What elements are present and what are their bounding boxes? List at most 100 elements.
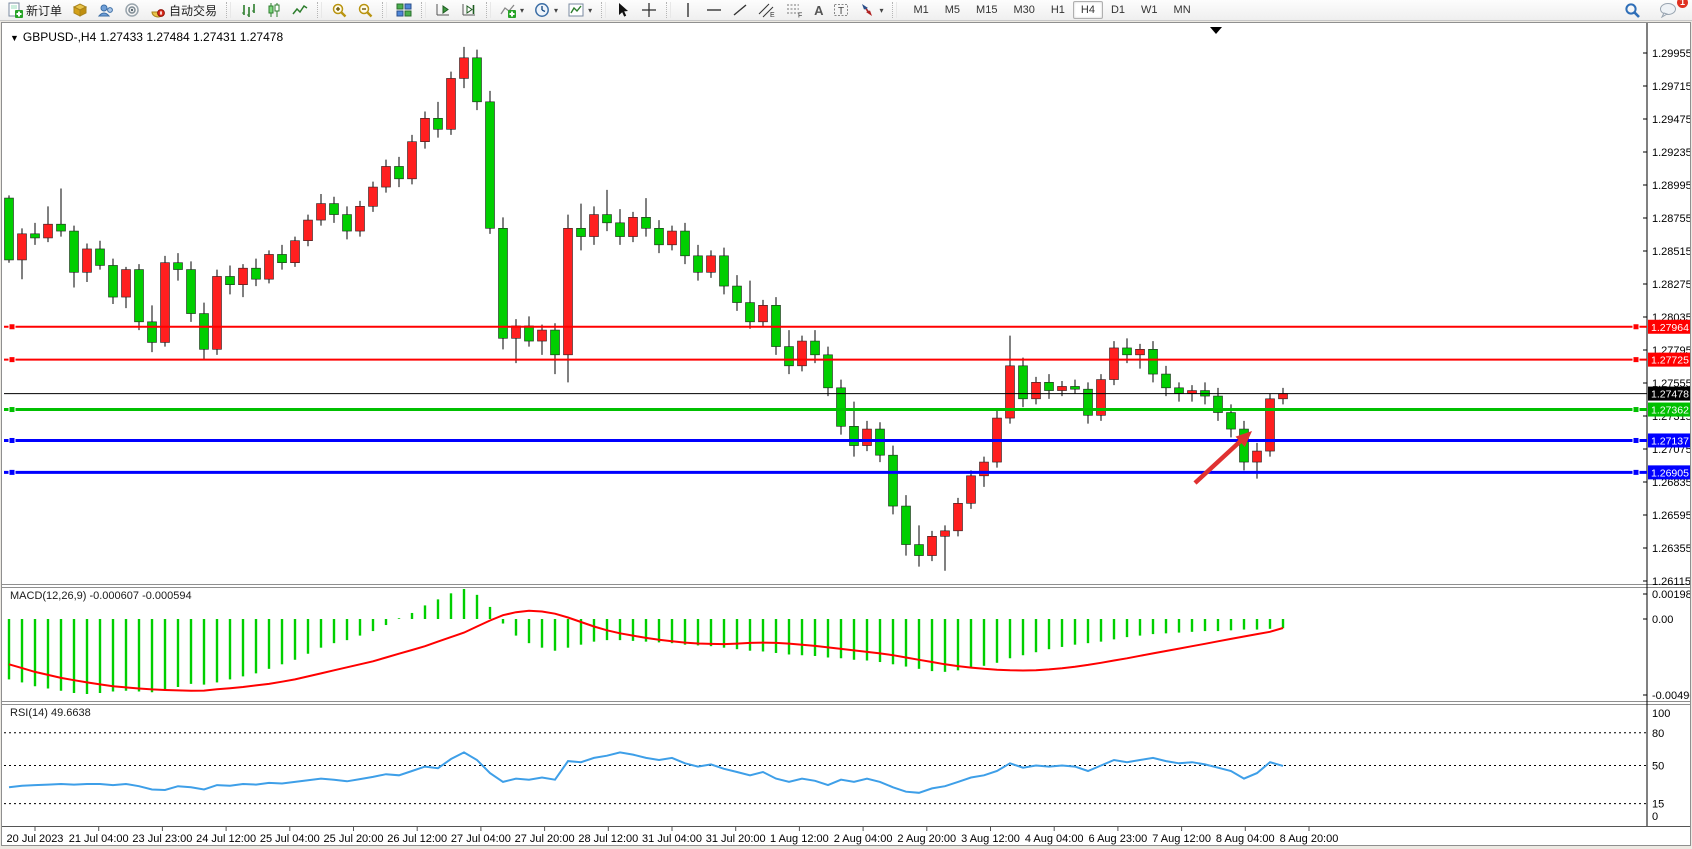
chart-shift-icon [461,2,477,18]
navigator-button[interactable] [93,1,119,20]
autotrading-button[interactable]: 自动交易 [145,1,222,20]
candle-bullish [290,240,300,263]
timeframe-m15-button[interactable]: M15 [968,1,1005,19]
trend-arrow-annotation[interactable] [1193,434,1248,485]
candle-bearish [472,57,482,103]
line-chart-button[interactable] [287,1,313,20]
chart-shift-button[interactable] [456,1,482,20]
fibonacci-button[interactable]: F [781,1,809,20]
candle-bullish [407,141,417,180]
timeframe-m30-button[interactable]: M30 [1005,1,1042,19]
candle-bullish [667,230,677,246]
candle-bearish [1122,347,1132,356]
text-label-button[interactable]: T [828,1,854,20]
candle-bullish [17,233,27,261]
price-badge [1648,433,1690,448]
indicators-button[interactable]: ▾ [495,1,529,20]
candle-bearish [615,222,625,237]
auto-scroll-button[interactable] [430,1,456,20]
chat-button[interactable]: 1 [1654,0,1688,20]
time-tick-label: 6 Aug 23:00 [1089,833,1148,845]
search-button[interactable] [1619,1,1646,20]
line-handle[interactable] [1632,323,1640,331]
arrows-button[interactable]: ▾ [854,1,888,20]
price-tick-label: 1.29475 [1652,114,1690,126]
price-badge-label: 1.27964 [1651,322,1689,334]
price-tick-label: 1.26835 [1652,477,1690,489]
zoom-out-button[interactable] [352,1,378,20]
chat-icon [1659,2,1677,18]
candle-bearish [1161,373,1171,389]
zoom-in-button[interactable] [326,1,352,20]
candle-bearish [888,454,898,507]
candle-bearish [1070,386,1080,390]
chart-shift-marker[interactable] [1210,27,1222,34]
line-handle[interactable] [1632,468,1640,476]
time-tick-label: 31 Jul 04:00 [642,833,702,845]
crosshair-icon [641,2,657,18]
collapse-quote-icon[interactable]: ▼ [10,33,19,43]
new-order-icon [7,2,23,18]
line-handle[interactable] [1632,436,1640,444]
candle-bearish [69,230,79,273]
text-button[interactable]: A [809,1,828,20]
timeframe-m5-button[interactable]: M5 [937,1,968,19]
time-tick-label: 27 Jul 04:00 [451,833,511,845]
market-watch-button[interactable] [67,1,93,20]
line-handle[interactable] [1632,406,1640,414]
candle-bearish [1083,388,1093,416]
timeframe-h4-button[interactable]: H4 [1072,1,1103,19]
line-handle[interactable] [8,356,16,364]
candle-bullish [264,254,274,280]
candle-bearish [186,269,196,314]
rsi-axis-label: 80 [1652,728,1664,740]
bar-chart-icon [240,2,256,18]
line-handle[interactable] [8,468,16,476]
price-tick-label: 1.28995 [1652,180,1690,192]
candle-bullish [979,461,989,477]
bar-chart-button[interactable] [235,1,261,20]
price-tick-label: 1.26355 [1652,543,1690,555]
toolbar-separator [892,2,898,18]
crosshair-button[interactable] [636,1,662,20]
toolbar-separator [486,2,492,18]
new-order-button[interactable]: 新订单 [2,1,67,20]
line-handle[interactable] [8,406,16,414]
candle-bullish [940,530,950,537]
horizontal-line-button[interactable] [701,1,727,20]
candle-bearish [251,267,261,280]
price-chart-canvas[interactable]: 1.29955 1.29715 1.29475 1.29235 1.28995 1.287… [2,23,1690,845]
trendline-button[interactable] [727,1,753,20]
equidistant-channel-button[interactable]: E [753,1,781,20]
timeframe-h1-button[interactable]: H1 [1043,1,1073,19]
cursor-button[interactable] [610,1,636,20]
line-handle[interactable] [8,323,16,331]
rsi-axis-label: 0 [1652,811,1658,823]
time-tick-label: 2 Aug 20:00 [897,833,956,845]
candle-bearish [277,254,287,263]
candle-bearish [810,340,820,356]
timeframe-d1-button[interactable]: D1 [1103,1,1133,19]
trend-arrow-head [1235,431,1252,447]
tile-windows-button[interactable] [391,1,417,20]
line-handle[interactable] [8,436,16,444]
price-tick-label: 1.28755 [1652,213,1690,225]
candle-bullish [1096,379,1106,416]
candlestick-chart-button[interactable] [261,1,287,20]
templates-button[interactable]: ▾ [563,1,597,20]
candle-bearish [342,214,352,232]
candle-bullish [43,223,53,239]
price-tick-label: 1.29715 [1652,81,1690,93]
timeframe-w1-button[interactable]: W1 [1133,1,1166,19]
dropdown-arrow-icon: ▾ [520,5,525,15]
chart-symbol-label[interactable]: ▼ GBPUSD-,H4 1.27433 1.27484 1.27431 1.27… [10,30,283,44]
candle-bullish [966,475,976,504]
timeframe-m1-button[interactable]: M1 [905,1,936,19]
periods-button[interactable]: ▾ [529,1,563,20]
candle-bearish [147,321,157,343]
signals-button[interactable] [119,1,145,20]
macd-signal-line [8,609,1284,692]
line-handle[interactable] [1632,356,1640,364]
timeframe-mn-button[interactable]: MN [1166,1,1199,19]
vertical-line-button[interactable] [675,1,701,20]
